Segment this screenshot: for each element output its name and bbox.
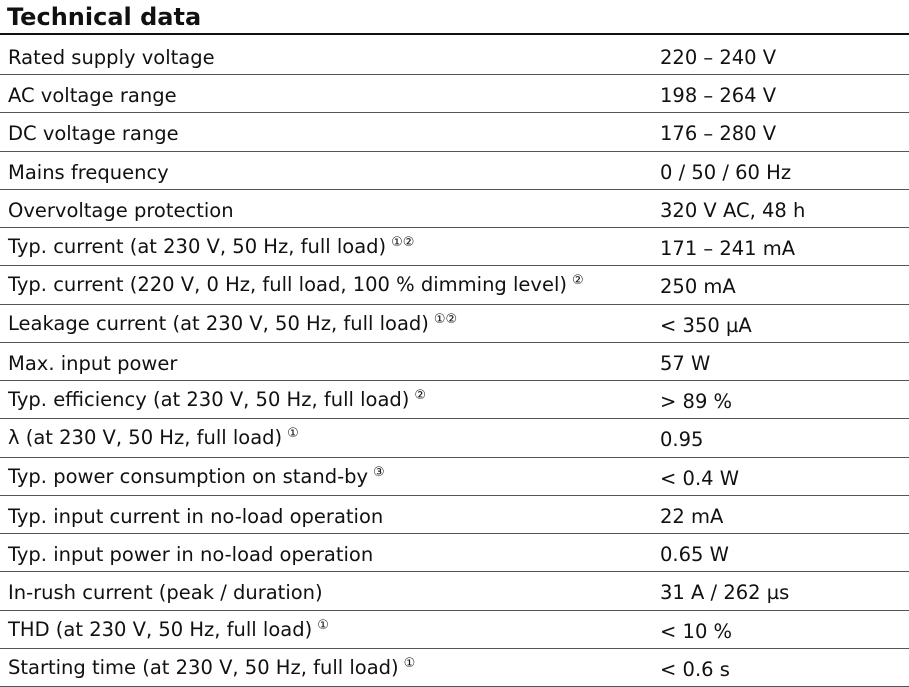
row-label: DC voltage range [8, 122, 179, 145]
title-rule [0, 33, 909, 35]
footnote-marker: ① [287, 426, 299, 442]
label-text: THD (at 230 V, 50 Hz, full load) [8, 617, 313, 641]
table-row: Overvoltage protection 320 V AC, 48 h [0, 190, 909, 229]
table-row: Typ. input power in no-load operation 0.6… [0, 534, 909, 573]
label-text: Typ. current (220 V, 0 Hz, full load, 10… [8, 273, 567, 297]
row-label: λ (at 230 V, 50 Hz, full load) ① [8, 426, 299, 449]
label-text: In-rush current (peak / duration) [8, 581, 323, 605]
label-text: Typ. input power in no-load operation [8, 543, 374, 567]
row-value: < 0.4 W [660, 466, 740, 490]
row-label: Typ. current (at 230 V, 50 Hz, full load… [8, 235, 414, 258]
table-row: λ (at 230 V, 50 Hz, full load) ① 0.95 [0, 419, 909, 458]
row-value: 22 mA [660, 504, 724, 528]
table-row: Mains frequency 0 / 50 / 60 Hz [0, 152, 909, 190]
row-label: Typ. power consumption on stand-by ③ [8, 465, 385, 488]
row-value: 57 W [660, 351, 711, 375]
table-row: Typ. efficiency (at 230 V, 50 Hz, full l… [0, 381, 909, 420]
row-label: Typ. input power in no-load operation [8, 543, 373, 566]
row-label: Typ. current (220 V, 0 Hz, full load, 10… [8, 273, 584, 296]
table-row: In-rush current (peak / duration) 31 A / … [0, 572, 909, 611]
label-text: Rated supply voltage [8, 46, 215, 69]
footnote-marker: ② [572, 273, 584, 289]
table-row: Rated supply voltage 220 – 240 V [0, 37, 909, 76]
label-text: Typ. input current in no-load operation [8, 504, 384, 528]
row-label: Mains frequency [8, 161, 169, 184]
row-label: AC voltage range [8, 84, 177, 107]
row-value: 250 mA [660, 275, 736, 299]
table-row: Typ. input current in no-load operation 2… [0, 496, 909, 535]
title: Technical data [7, 3, 202, 31]
row-value: 220 – 240 V [660, 46, 777, 69]
label-text: AC voltage range [8, 84, 177, 108]
table-row: Max. input power 57 W [0, 343, 909, 382]
row-label: Typ. efficiency (at 230 V, 50 Hz, full l… [8, 388, 426, 411]
row-label: Leakage current (at 230 V, 50 Hz, full l… [8, 312, 457, 335]
label-text: DC voltage range [8, 122, 179, 146]
label-text: Typ. power consumption on stand-by [8, 464, 369, 488]
row-label: Starting time (at 230 V, 50 Hz, full loa… [8, 656, 415, 679]
label-text: Typ. efficiency (at 230 V, 50 Hz, full l… [8, 388, 410, 412]
footnote-marker: ③ [373, 464, 385, 480]
footnote-marker: ② [414, 388, 427, 404]
footnote-marker: ① [317, 617, 329, 633]
label-text: Overvoltage protection [8, 198, 234, 222]
table-row: Leakage current (at 230 V, 50 Hz, full l… [0, 305, 909, 343]
footnote-marker: ①② [391, 235, 415, 251]
table-row: DC voltage range 176 – 280 V [0, 113, 909, 152]
row-label: In-rush current (peak / duration) [8, 581, 323, 604]
row-label: THD (at 230 V, 50 Hz, full load) ① [8, 618, 329, 641]
row-value: < 350 µA [660, 313, 752, 337]
table-row: Typ. power consumption on stand-by ③ < 0.4… [0, 458, 909, 496]
row-value: 171 – 241 mA [660, 237, 796, 261]
row-label: Typ. input current in no-load operation [8, 505, 383, 528]
table-row: Typ. current (at 230 V, 50 Hz, full load… [0, 228, 909, 267]
label-text: Mains frequency [8, 160, 169, 184]
label-text: Leakage current (at 230 V, 50 Hz, full l… [8, 311, 429, 335]
label-text: Starting time (at 230 V, 50 Hz, full loa… [8, 655, 399, 679]
row-value: 176 – 280 V [660, 122, 777, 146]
row-value: 198 – 264 V [660, 84, 777, 108]
label-text: Typ. current (at 230 V, 50 Hz, full load… [8, 235, 387, 259]
table-row: Starting time (at 230 V, 50 Hz, full loa… [0, 649, 909, 687]
footnote-marker: ①② [433, 311, 458, 327]
table-row: THD (at 230 V, 50 Hz, full load) ① < 10 % [0, 611, 909, 649]
row-value: 0.65 W [660, 543, 729, 567]
label-text: λ (at 230 V, 50 Hz, full load) [8, 426, 283, 450]
label-text: Max. input power [8, 351, 178, 375]
row-label: Max. input power [8, 352, 177, 375]
row-value: 0 / 50 / 60 Hz [660, 160, 792, 184]
row-value: < 10 % [660, 619, 733, 643]
row-value: > 89 % [660, 390, 733, 414]
row-value: 320 V AC, 48 h [660, 198, 806, 222]
footnote-marker: ① [403, 655, 416, 671]
row-value: 0.95 [660, 428, 704, 452]
row-label: Overvoltage protection [8, 199, 234, 222]
table-row: Typ. current (220 V, 0 Hz, full load, 10… [0, 266, 909, 305]
table-row: AC voltage range 198 – 264 V [0, 75, 909, 114]
row-label: Rated supply voltage [8, 46, 215, 69]
row-value: 31 A / 262 µs [660, 581, 790, 605]
row-value: < 0.6 s [660, 657, 730, 681]
